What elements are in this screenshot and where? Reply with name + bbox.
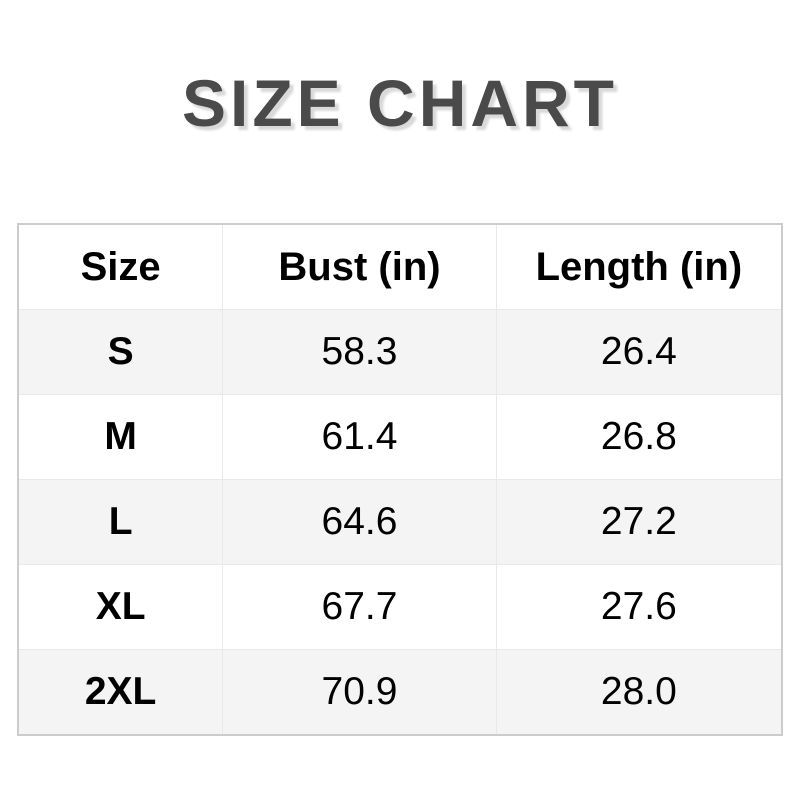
- bust-cell: 70.9: [222, 649, 497, 736]
- bust-cell: 67.7: [222, 564, 497, 650]
- size-chart-table: Size Bust (in) Length (in) S 58.3 26.4 M…: [17, 223, 783, 736]
- table-row-l: L 64.6 27.2: [17, 479, 783, 565]
- header-length: Length (in): [495, 223, 783, 310]
- bust-cell: 64.6: [222, 479, 497, 565]
- table-row-2xl: 2XL 70.9 28.0: [17, 649, 783, 736]
- length-cell: 27.2: [495, 479, 783, 565]
- size-cell: M: [17, 394, 224, 480]
- length-cell: 26.8: [495, 394, 783, 480]
- length-cell: 26.4: [495, 309, 783, 395]
- size-cell: 2XL: [17, 649, 224, 736]
- table-row-s: S 58.3 26.4: [17, 309, 783, 395]
- bust-cell: 58.3: [222, 309, 497, 395]
- header-bust: Bust (in): [222, 223, 497, 310]
- table-row-m: M 61.4 26.8: [17, 394, 783, 480]
- size-cell: L: [17, 479, 224, 565]
- bust-cell: 61.4: [222, 394, 497, 480]
- size-cell: XL: [17, 564, 224, 650]
- header-row: Size Bust (in) Length (in): [17, 223, 783, 310]
- length-cell: 28.0: [495, 649, 783, 736]
- header-size: Size: [17, 223, 224, 310]
- size-cell: S: [17, 309, 224, 395]
- page-title: SIZE CHART: [182, 66, 618, 140]
- length-cell: 27.6: [495, 564, 783, 650]
- table-row-xl: XL 67.7 27.6: [17, 564, 783, 650]
